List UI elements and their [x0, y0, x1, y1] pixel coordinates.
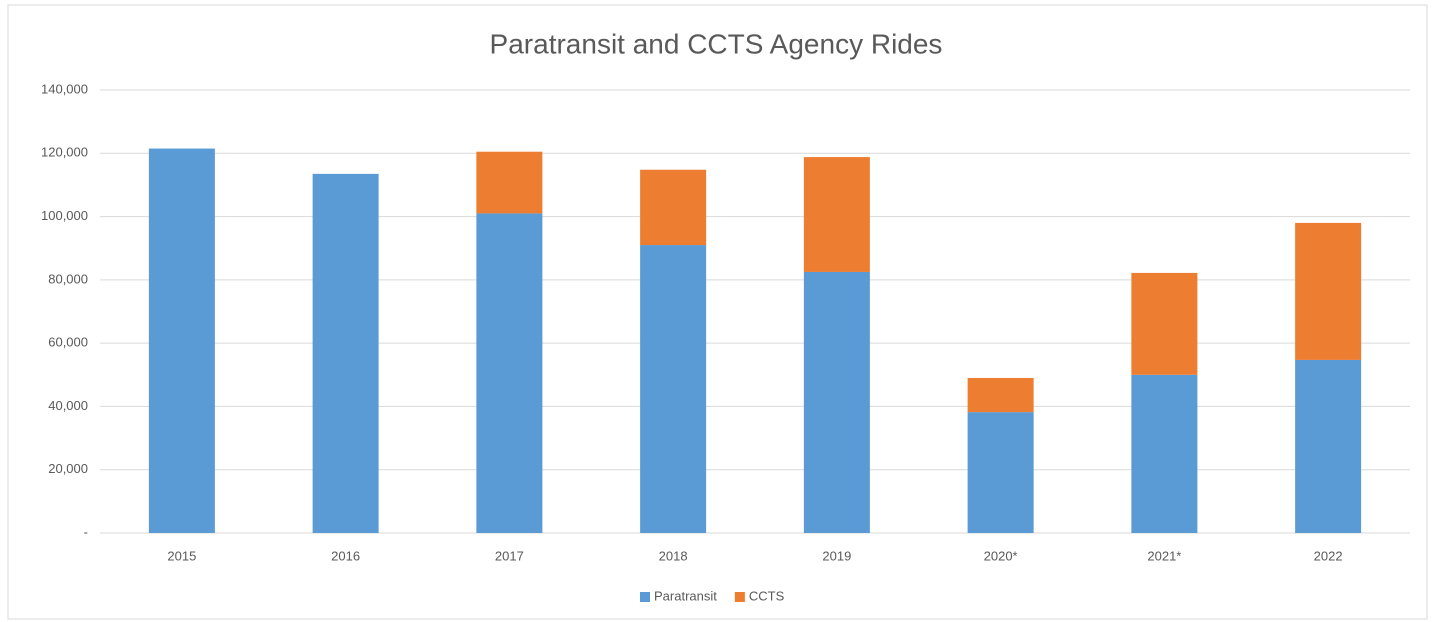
- x-tick-label: 2022: [1314, 548, 1343, 563]
- y-tick-label: 120,000: [41, 145, 88, 160]
- bar-segment: [1295, 222, 1362, 360]
- y-tick-label: 20,000: [48, 461, 88, 476]
- bar-segment: [640, 245, 707, 534]
- y-tick-label: 100,000: [41, 208, 88, 223]
- legend-swatch: [640, 592, 650, 602]
- bar-segment: [312, 173, 379, 533]
- bar-segment: [476, 213, 543, 533]
- bar-segment: [1131, 272, 1198, 375]
- x-tick-label: 2016: [331, 548, 360, 563]
- x-tick-label: 2018: [659, 548, 688, 563]
- bar-segment: [967, 412, 1034, 533]
- y-tick-label: 140,000: [41, 81, 88, 96]
- legend-label: CCTS: [749, 588, 785, 603]
- y-tick-label: 40,000: [48, 398, 88, 413]
- bar-segment: [476, 151, 543, 214]
- x-tick-label: 2021*: [1147, 548, 1181, 563]
- y-tick-label: 80,000: [48, 271, 88, 286]
- bar-segment: [967, 377, 1034, 413]
- legend-swatch: [734, 592, 745, 602]
- legend-label: Paratransit: [654, 588, 717, 603]
- bar-segment: [640, 169, 707, 246]
- x-tick-label: 2020*: [984, 548, 1018, 563]
- bar-segment: [1295, 359, 1362, 533]
- bar-segment: [1131, 374, 1198, 533]
- bar-segment: [148, 148, 215, 533]
- y-tick-label: 60,000: [48, 335, 88, 350]
- chart-title: Paratransit and CCTS Agency Rides: [490, 28, 943, 59]
- x-tick-label: 2015: [167, 548, 196, 563]
- y-tick-label: -: [84, 524, 88, 539]
- bar-segment: [803, 271, 870, 533]
- chart-frame: [7, 4, 1428, 620]
- x-tick-label: 2019: [822, 548, 851, 563]
- bar-segment: [803, 157, 870, 272]
- x-tick-label: 2017: [495, 548, 524, 563]
